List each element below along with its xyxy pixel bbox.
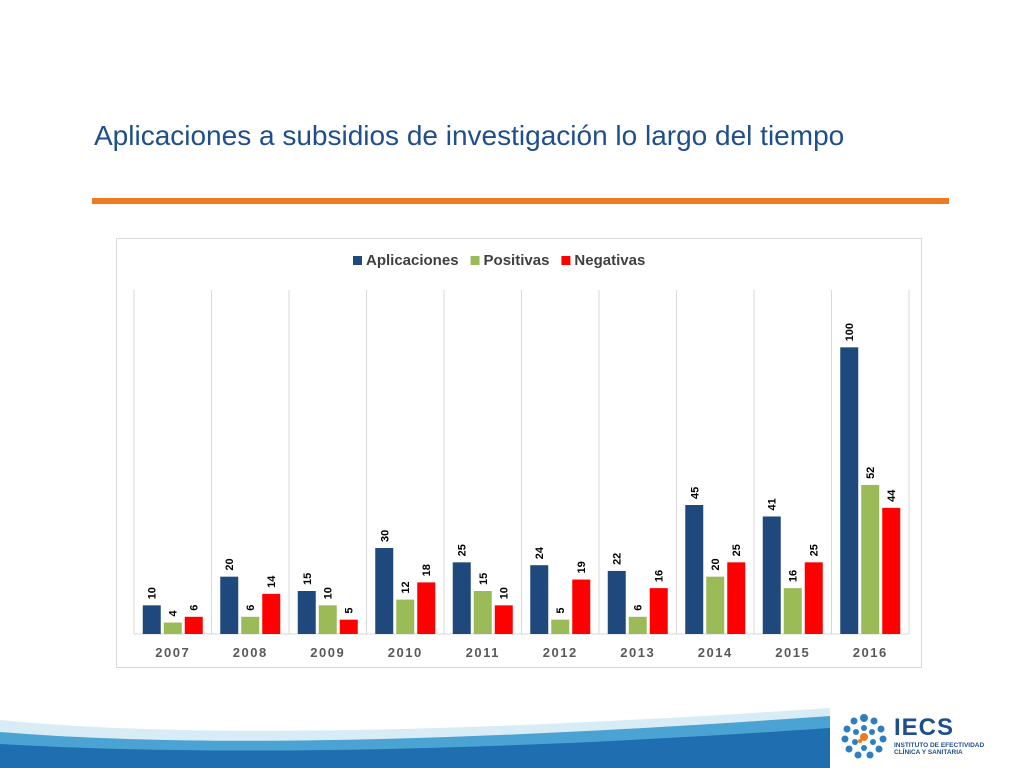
bar-aplicaciones-2009 [297,591,316,634]
data-label: 15 [478,573,490,585]
data-label: 15 [302,573,314,585]
bar-positivas-2016 [861,484,880,634]
bar-positivas-2007 [163,622,182,634]
bar-aplicaciones-2007 [142,605,161,634]
data-label: 6 [633,605,645,611]
bar-negativas-2008 [262,593,281,634]
data-label: 6 [245,605,257,611]
bar-negativas-2009 [339,619,358,634]
bar-negativas-2014 [727,562,746,634]
data-label: 14 [266,575,278,588]
data-label: 10 [147,587,159,599]
data-label: 12 [400,581,412,593]
x-tick-label: 2013 [620,645,655,660]
bar-aplicaciones-2011 [452,562,471,634]
data-label: 4 [168,610,180,617]
data-label: 10 [323,587,335,599]
data-label: 52 [865,467,877,479]
bar-chart: 1046200720614200815105200930121820102515… [133,252,910,660]
data-label: 20 [710,558,722,570]
bar-aplicaciones-2014 [685,505,704,634]
bar-aplicaciones-2012 [530,565,549,634]
x-tick-label: 2007 [155,645,190,660]
legend-label-aplicaciones: Aplicaciones [366,252,459,269]
x-tick-label: 2011 [466,645,500,660]
data-label: 18 [421,564,433,576]
legend-swatch-positivas [470,256,480,265]
data-label: 5 [344,608,356,614]
logo-wordmark: IECS [894,714,955,741]
data-label: 44 [886,489,898,502]
bar-positivas-2011 [473,591,492,634]
bar-negativas-2016 [882,507,901,634]
logo-subtitle: INSTITUTO DE EFECTIVIDAD CLÍNICA Y SANIT… [894,742,985,756]
bar-positivas-2013 [628,616,647,634]
data-label: 22 [612,553,624,565]
x-tick-label: 2015 [775,645,810,660]
slide-title: Aplicaciones a subsidios de investigació… [94,120,845,151]
data-label: 45 [689,487,701,499]
bar-negativas-2007 [184,616,203,634]
bar-positivas-2015 [783,588,802,634]
logo-mark-icon [841,714,887,759]
data-label: 25 [809,544,821,556]
data-label: 24 [534,546,546,559]
bar-negativas-2013 [649,588,668,634]
data-label: 5 [555,608,567,614]
x-tick-label: 2010 [388,645,423,660]
data-label: 41 [767,498,779,510]
x-tick-label: 2009 [310,645,345,660]
title-rule [92,198,949,204]
data-label: 20 [224,558,236,570]
data-label: 100 [844,323,856,341]
x-tick-label: 2014 [698,645,733,660]
footer-wave [0,708,830,768]
bar-positivas-2010 [396,599,415,634]
bar-negativas-2010 [417,582,436,634]
x-tick-label: 2012 [543,645,578,660]
legend-label-positivas: Positivas [484,252,550,269]
bar-positivas-2009 [318,605,337,634]
data-label: 19 [576,561,588,573]
data-label: 25 [457,544,469,556]
bar-aplicaciones-2008 [220,576,239,634]
x-tick-label: 2016 [853,645,888,660]
bar-aplicaciones-2010 [375,548,394,634]
data-label: 16 [654,570,666,582]
chart-frame: 10 4 6 2007 20 6 14 2008 15 10 5 2009 30 12 18 2010 25 15… [116,238,922,668]
bar-aplicaciones-2016 [840,347,859,634]
bar-positivas-2012 [551,619,570,634]
legend-label-negativas: Negativas [574,252,645,269]
bar-positivas-2014 [706,576,725,634]
x-tick-label: 2008 [233,645,268,660]
iecs-logo: IECS INSTITUTO DE EFECTIVIDAD CLÍNICA Y … [838,710,988,762]
bar-negativas-2012 [572,579,591,634]
bar-negativas-2011 [494,605,513,634]
bar-positivas-2008 [241,616,260,634]
legend-swatch-aplicaciones [353,256,362,265]
data-label: 16 [788,570,800,582]
bar-aplicaciones-2013 [607,570,626,634]
bar-negativas-2015 [804,562,823,634]
legend-swatch-negativas [561,256,571,265]
data-label: 10 [499,587,511,599]
data-label: 30 [379,530,391,542]
data-label: 6 [189,605,201,611]
bar-aplicaciones-2015 [762,516,781,634]
data-label: 25 [731,544,743,556]
